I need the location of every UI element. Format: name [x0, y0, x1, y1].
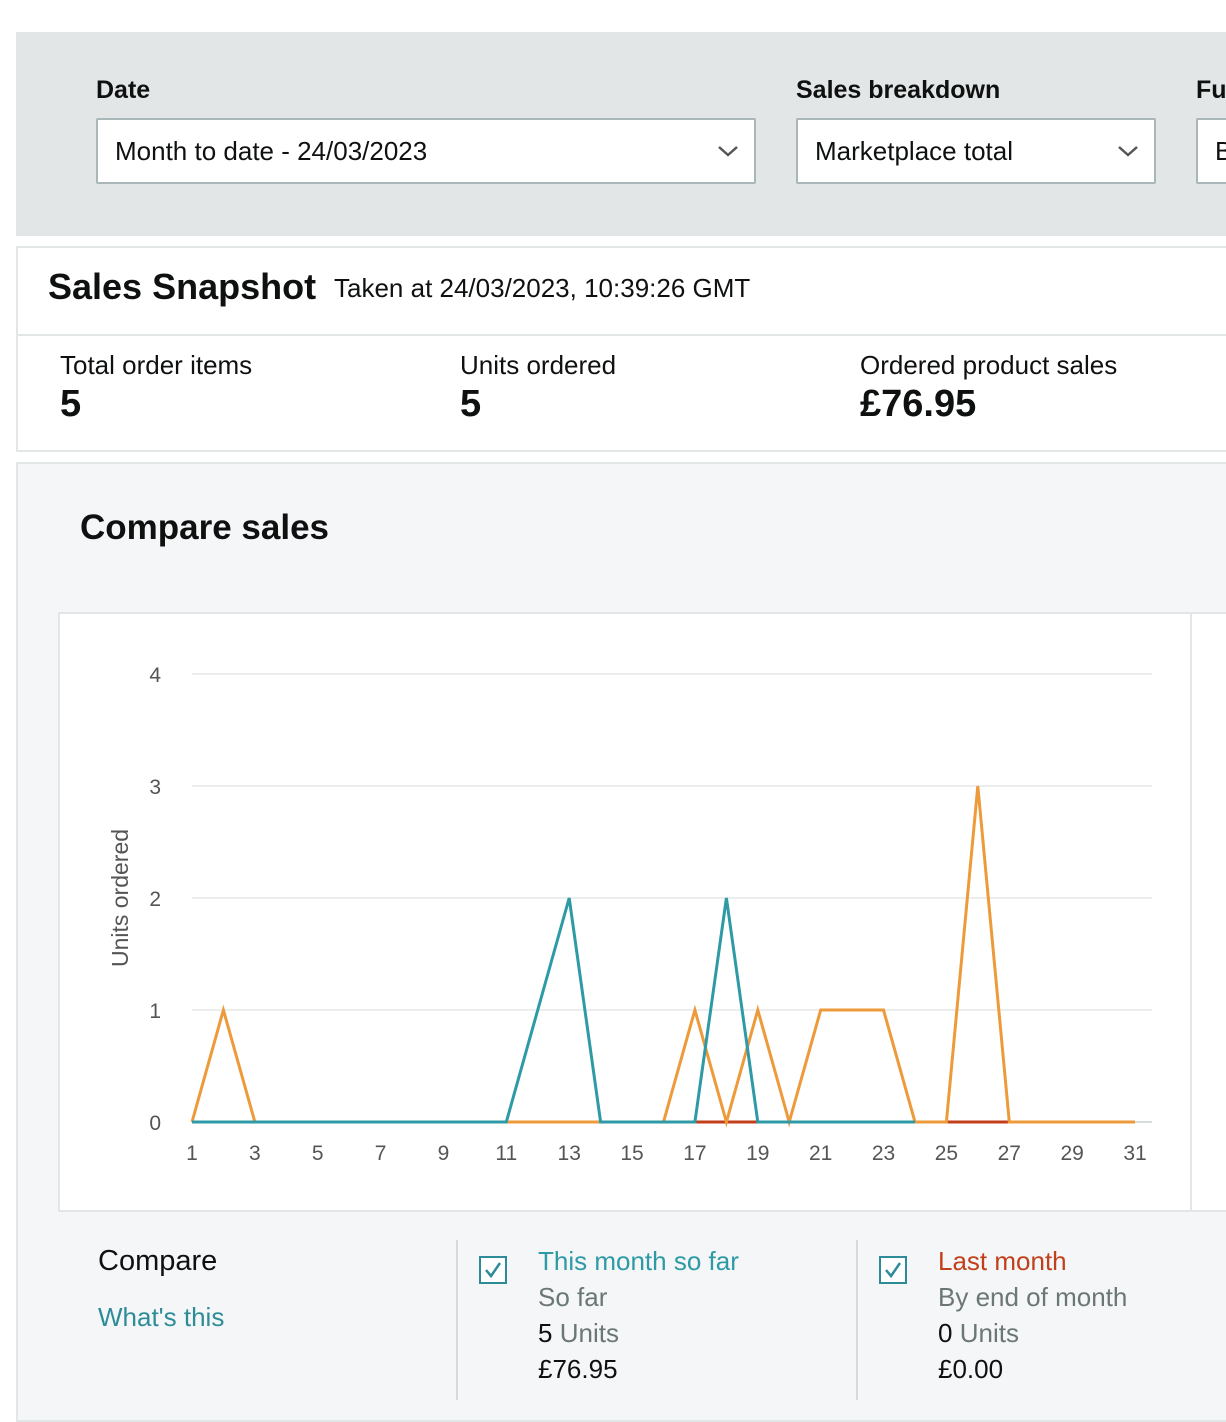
legend-divider — [456, 1240, 458, 1400]
last-month-units: 0 Units — [938, 1315, 1019, 1351]
date-filter-label: Date — [96, 76, 151, 104]
this-month-sales: £76.95 — [538, 1354, 618, 1384]
compare-label: Compare — [98, 1245, 218, 1277]
fulfillment-select-value: B — [1215, 136, 1226, 166]
this-month-legend-name: This month so far — [538, 1246, 739, 1276]
metric-label: Total order items — [60, 350, 253, 380]
last-month-legend-name: Last month — [938, 1246, 1067, 1276]
fulfillment-filter-label: Fu — [1196, 76, 1226, 104]
sales-snapshot-header: Sales Snapshot Taken at 24/03/2023, 10:3… — [16, 246, 1226, 336]
metric-value: 5 — [460, 383, 482, 425]
metric-total-order-items: Total order items 5 — [60, 350, 252, 426]
breakdown-filter-label: Sales breakdown — [796, 76, 1001, 104]
this-month-units-word: Units — [559, 1318, 619, 1348]
date-select-value: Month to date - 24/03/2023 — [115, 136, 428, 166]
last-month-sub: By end of month — [938, 1282, 1128, 1312]
last-month-units-number: 0 — [938, 1318, 953, 1348]
chart-container — [58, 612, 1226, 1212]
breakdown-select[interactable]: Marketplace total — [796, 118, 1156, 184]
snapshot-title: Sales Snapshot — [48, 266, 317, 307]
chevron-down-icon — [1118, 146, 1138, 157]
metric-label: Units ordered — [460, 350, 617, 380]
last-month-units-word: Units — [959, 1318, 1019, 1348]
date-select[interactable]: Month to date - 24/03/2023 — [96, 118, 756, 184]
checkmark-icon — [885, 1262, 902, 1279]
checkmark-icon — [485, 1262, 502, 1279]
snapshot-timestamp: Taken at 24/03/2023, 10:39:26 GMT — [334, 273, 751, 303]
metric-value: 5 — [60, 383, 82, 425]
breakdown-select-value: Marketplace total — [815, 136, 1013, 166]
compare-sales-title: Compare sales — [80, 508, 330, 547]
this-month-checkbox[interactable] — [479, 1256, 507, 1284]
whats-this-link[interactable]: What's this — [98, 1302, 225, 1332]
snapshot-metrics: Total order items 5 Units ordered 5 Orde… — [16, 336, 1226, 452]
chevron-down-icon — [718, 146, 738, 157]
legend-divider — [856, 1240, 858, 1400]
metric-label: Ordered product sales — [860, 350, 1118, 380]
chart-divider — [1190, 612, 1192, 1210]
this-month-sub: So far — [538, 1282, 608, 1312]
metric-ordered-product-sales: Ordered product sales £76.95 — [860, 350, 1117, 426]
last-month-checkbox[interactable] — [879, 1256, 907, 1284]
last-month-sales: £0.00 — [938, 1354, 1004, 1384]
this-month-units-number: 5 — [538, 1318, 553, 1348]
fulfillment-select[interactable]: B — [1196, 118, 1226, 184]
this-month-units: 5 Units — [538, 1315, 619, 1351]
metric-value: £76.95 — [860, 383, 977, 425]
metric-units-ordered: Units ordered 5 — [460, 350, 616, 426]
